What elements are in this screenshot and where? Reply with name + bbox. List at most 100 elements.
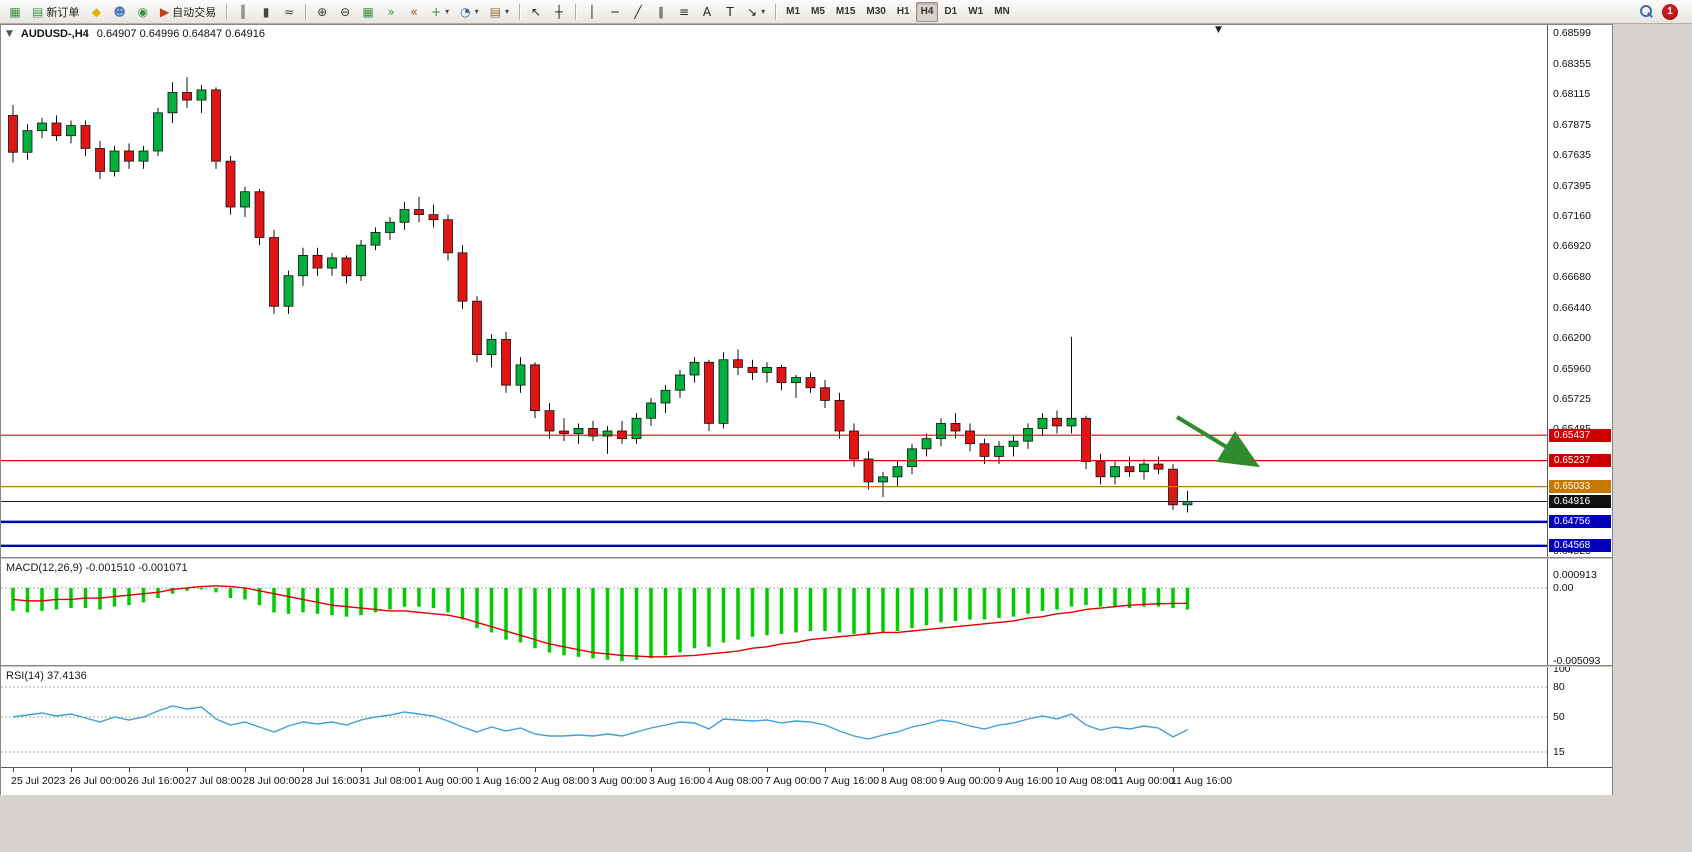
- candle-body: [1153, 463, 1164, 470]
- time-tick-label: 9 Aug 16:00: [997, 775, 1054, 787]
- price-chart-canvas[interactable]: [1, 25, 1547, 557]
- one-click-trading-toggle[interactable]: ▼: [6, 29, 13, 39]
- zoom-out-button[interactable]: ⊖: [334, 2, 356, 22]
- fibonacci-button[interactable]: ≡: [673, 2, 695, 22]
- profiles-button[interactable]: ☻: [108, 2, 131, 22]
- candle-body: [370, 232, 381, 246]
- timeframe-h1-button[interactable]: H1: [892, 2, 915, 22]
- candle-body: [733, 359, 743, 368]
- time-tick-label: 3 Aug 00:00: [591, 775, 648, 787]
- time-tick-label: 26 Jul 16:00: [127, 775, 185, 787]
- rsi-pane[interactable]: RSI(14) 37.4136: [1, 667, 1547, 767]
- zoom-in-button[interactable]: ⊕: [311, 2, 333, 22]
- vertical-line-button[interactable]: │: [581, 2, 603, 22]
- line-chart-icon: ≈: [284, 4, 295, 19]
- timeframe-w1-button[interactable]: W1: [963, 2, 988, 22]
- time-tick-label: 1 Aug 16:00: [475, 775, 532, 787]
- time-tick-label: 7 Aug 00:00: [765, 775, 822, 787]
- candle-body: [892, 466, 903, 478]
- candle-body: [51, 122, 62, 137]
- history-center-button[interactable]: ◆: [85, 2, 107, 22]
- candle-body: [109, 150, 120, 172]
- crosshair-button[interactable]: ┼: [548, 2, 570, 22]
- chart-shift-button[interactable]: «: [403, 2, 425, 22]
- candlestick-chart-button[interactable]: ▮: [255, 2, 277, 22]
- price-tick-label: 0.67875: [1553, 118, 1591, 131]
- line-chart-button[interactable]: ≈: [278, 2, 300, 22]
- auto-trading-button-label: 自动交易: [172, 6, 217, 19]
- candle-body: [269, 237, 279, 307]
- arrow-object[interactable]: [1175, 415, 1260, 468]
- candle-body: [747, 366, 758, 373]
- price-tick-label: 0.67395: [1553, 180, 1591, 192]
- time-tick-mark: [883, 768, 884, 772]
- templates-button[interactable]: ▤ ▾: [485, 2, 514, 22]
- macd-pane[interactable]: MACD(12,26,9) -0.001510 -0.001071: [1, 559, 1547, 665]
- market-watch-button[interactable]: ◉: [132, 2, 154, 22]
- trendline-button[interactable]: ╱: [627, 2, 649, 22]
- candle-body: [1139, 463, 1149, 473]
- timeframe-m5-button[interactable]: M5: [806, 2, 830, 22]
- text-label-button[interactable]: T: [719, 2, 741, 22]
- cursor-button[interactable]: ↖: [525, 2, 547, 22]
- price-chart-pane[interactable]: ▼ AUDUSD-,H4 0.64907 0.64996 0.64847 0.6…: [1, 25, 1547, 557]
- candle-body: [994, 445, 1004, 457]
- periods-button[interactable]: ◔ ▾: [455, 2, 484, 22]
- zoom-out-icon: ⊖: [340, 4, 351, 19]
- candle-body: [196, 89, 207, 101]
- candle-body: [936, 422, 946, 440]
- auto-scroll-button[interactable]: »: [380, 2, 402, 22]
- timeframe-h4-button[interactable]: H4: [915, 1, 939, 22]
- time-tick-mark: [709, 768, 710, 772]
- indicators-button[interactable]: + ▾: [426, 2, 454, 22]
- text-button[interactable]: A: [696, 2, 718, 22]
- market-watch-icon: ◉: [137, 4, 149, 19]
- candle-body: [1008, 440, 1019, 447]
- timeframe-m15-button[interactable]: M15: [831, 2, 860, 22]
- arrows-button[interactable]: ↘ ▾: [742, 2, 770, 22]
- candle-body: [225, 160, 236, 208]
- timeframe-m1-button[interactable]: M1: [781, 2, 805, 22]
- candle-body: [298, 254, 308, 277]
- notifications-badge[interactable]: 1: [1662, 3, 1678, 20]
- panel-divider[interactable]: [1, 665, 1612, 667]
- equidistant-channel-button[interactable]: ∥: [650, 2, 672, 22]
- chart-window: ▼ AUDUSD-,H4 0.64907 0.64996 0.64847 0.6…: [0, 24, 1613, 795]
- bar-chart-button[interactable]: ║: [232, 2, 254, 22]
- price-tick-label: 0.68355: [1553, 57, 1591, 70]
- zoom-in-icon: ⊕: [317, 4, 328, 19]
- timeframe-m30-button[interactable]: M30: [861, 2, 890, 22]
- candle-body: [762, 366, 772, 373]
- time-tick-mark: [361, 768, 362, 772]
- caret-down-icon: ▾: [505, 7, 510, 16]
- time-tick-mark: [303, 768, 304, 772]
- price-line-badge: 0.64916: [1549, 495, 1611, 508]
- candle-body: [457, 252, 468, 302]
- chart-shift-marker[interactable]: ▼: [1215, 25, 1222, 35]
- candle-body: [153, 112, 163, 152]
- tile-windows-button[interactable]: ▦: [357, 2, 379, 22]
- time-tick-label: 27 Jul 08:00: [185, 775, 243, 787]
- new-chart-button[interactable]: ▦: [4, 2, 26, 22]
- new-order-button[interactable]: ▤ 新订单: [27, 2, 84, 22]
- timeframe-mn-button[interactable]: MN: [989, 2, 1015, 22]
- timeframe-d1-button[interactable]: D1: [939, 2, 962, 22]
- macd-canvas[interactable]: [1, 559, 1547, 665]
- search-icon[interactable]: [1639, 4, 1654, 19]
- panel-divider[interactable]: [1, 557, 1612, 559]
- price-line-badge: 0.65437: [1549, 428, 1611, 442]
- chart-ohlc-values: 0.64907 0.64996 0.64847 0.64916: [96, 28, 265, 40]
- toolbar: ▦ ▤ 新订单 ◆ ☻ ◉ ▶ 自动交易 ║ ▮ ≈ ⊕ ⊖ ▦» «+ ▾ ◔ ▾ ▤ ▾ ↖ ┼ │ ─ ╱ ∥ ≡ A T ↘ ▾ M1…: [0, 0, 1692, 24]
- time-tick-mark: [187, 768, 188, 772]
- templates-icon: ▤: [489, 4, 502, 19]
- rsi-canvas[interactable]: [1, 667, 1547, 767]
- auto-trading-button[interactable]: ▶ 自动交易: [155, 2, 221, 22]
- horizontal-line-button[interactable]: ─: [604, 2, 626, 22]
- candle-body: [167, 92, 178, 114]
- candle-body: [689, 361, 700, 376]
- candle-body: [1037, 417, 1048, 429]
- time-axis[interactable]: 25 Jul 2023 26 Jul 00:00 26 Jul 16:00 27 Ju…: [1, 767, 1612, 795]
- candle-body: [283, 275, 294, 307]
- price-scale[interactable]: 0.68599 0.68355 0.68115 0.67875 0.67635 0.673…: [1547, 25, 1612, 767]
